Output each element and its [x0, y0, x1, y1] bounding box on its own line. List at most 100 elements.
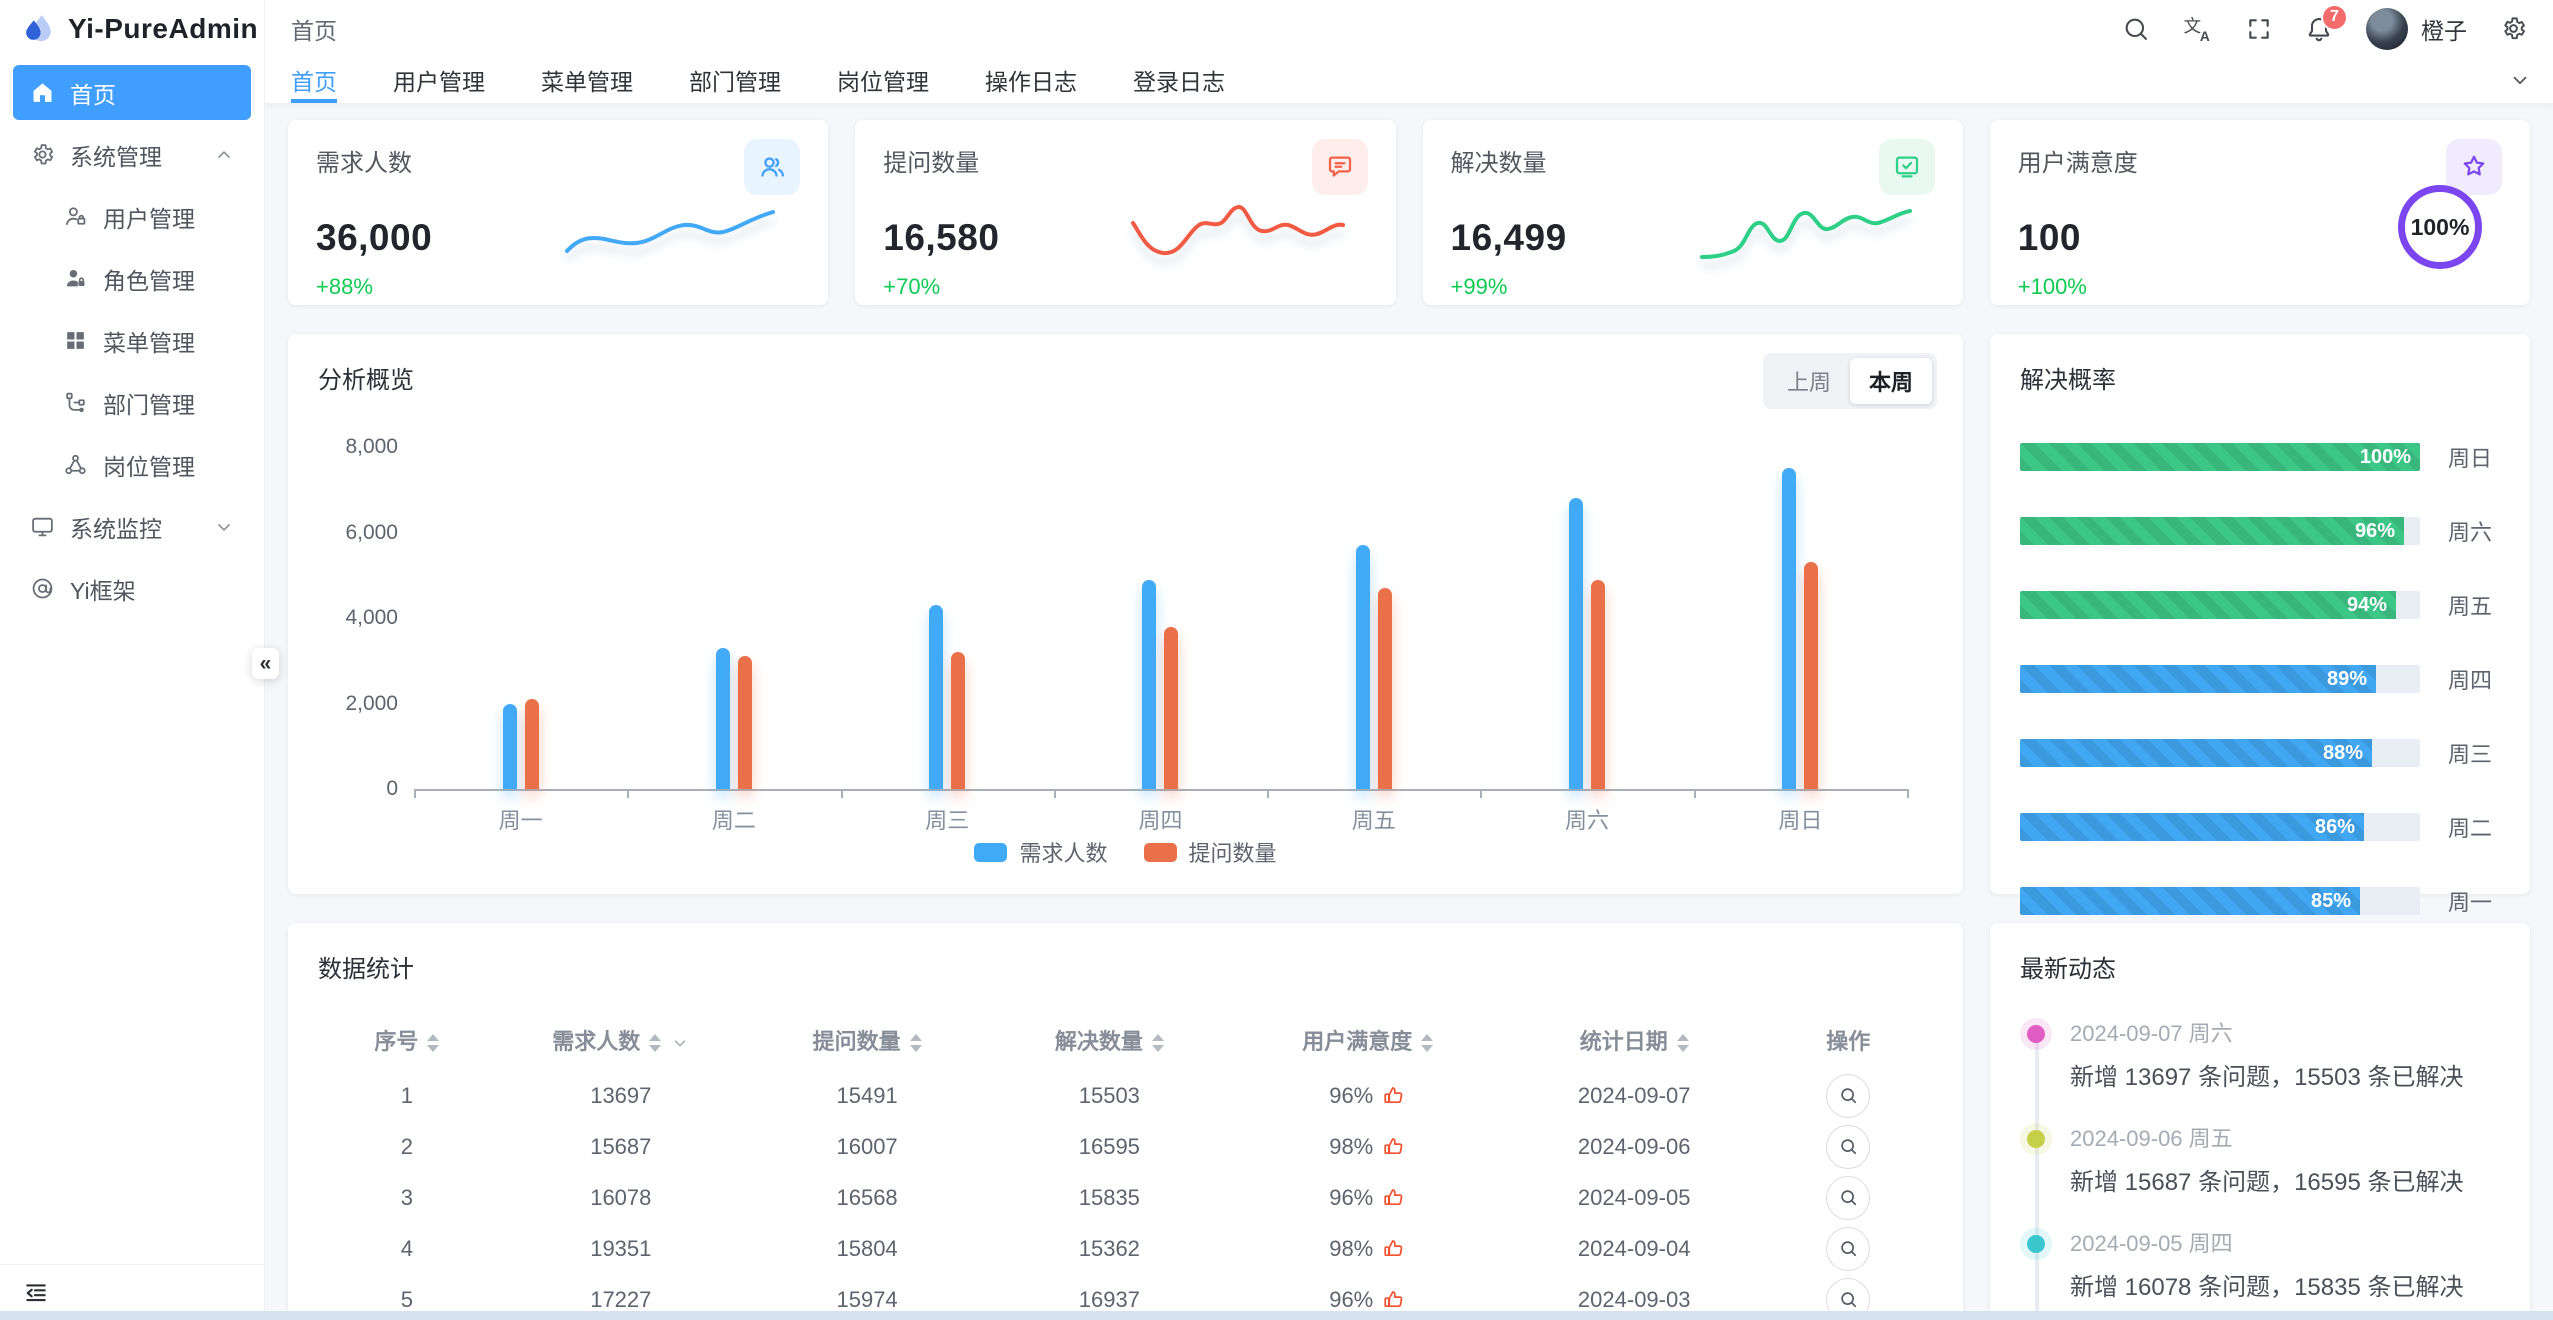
- filter-chevron-down-icon[interactable]: [671, 1034, 689, 1052]
- sidebar-item-framework[interactable]: Yi框架: [13, 561, 251, 616]
- data-table-card: 数据统计 序号 需求人数 提问数量 解决数量 用户满意度 统计日期 操作: [288, 923, 1963, 1320]
- star-icon: [2446, 139, 2502, 195]
- tab-菜单管理[interactable]: 菜单管理: [541, 69, 633, 95]
- table-cell: 5: [400, 1286, 413, 1312]
- action-cell: [1763, 1172, 1933, 1223]
- bar-plot: 8,000 6,000 4,000 2,000 0: [345, 435, 1909, 800]
- col-require[interactable]: 需求人数: [496, 1008, 746, 1070]
- table-row: 3 16078 16568 15835 96% 2024-09-05: [318, 1172, 1933, 1223]
- legend-item-需求人数[interactable]: 需求人数: [974, 836, 1108, 868]
- sidebar-group-system[interactable]: 系统管理: [13, 127, 251, 182]
- table-cell: 15503: [1078, 1082, 1140, 1108]
- tab-部门管理[interactable]: 部门管理: [689, 69, 781, 95]
- progress-fill: 88%: [2020, 739, 2372, 767]
- x-axis-tick: [840, 789, 843, 798]
- table-cell: 15804: [836, 1235, 898, 1261]
- sidebar-group-label: 系统管理: [70, 143, 162, 170]
- satisfaction-cell: 98%: [1230, 1223, 1505, 1274]
- table-cell: 15491: [836, 1082, 898, 1108]
- progress-day-label: 周一: [2448, 890, 2493, 915]
- sort-icon[interactable]: [1421, 1034, 1434, 1053]
- legend-item-提问数量[interactable]: 提问数量: [1143, 836, 1277, 868]
- bell-icon[interactable]: 7: [2305, 3, 2348, 43]
- bar-group-周一: [414, 447, 627, 789]
- col-satisfaction[interactable]: 用户满意度: [1230, 1008, 1505, 1070]
- y-axis-tick-label: 4,000: [345, 606, 398, 629]
- tab-首页[interactable]: 首页: [291, 57, 337, 103]
- satisfaction-cell: 96%: [1230, 1274, 1505, 1320]
- collapse-sidebar-icon[interactable]: [23, 1280, 49, 1306]
- tabs-chevron-down-icon[interactable]: [2487, 57, 2553, 103]
- sidebar-collapse-handle[interactable]: «: [252, 648, 279, 679]
- sort-icon[interactable]: [909, 1034, 922, 1053]
- tab-岗位管理[interactable]: 岗位管理: [837, 69, 929, 95]
- fullscreen-icon[interactable]: [2246, 16, 2272, 42]
- sort-icon[interactable]: [427, 1034, 440, 1053]
- progress-fill: 89%: [2020, 665, 2376, 693]
- stat-value: 100: [2017, 217, 2081, 258]
- progress-day-label: 周六: [2448, 520, 2493, 545]
- solve-row-周二: 86% 周二: [2020, 811, 2500, 843]
- stat-delta: +88%: [316, 274, 373, 299]
- view-detail-button[interactable]: [1826, 1226, 1871, 1271]
- bar-需求人数-周三: [929, 605, 944, 789]
- chart-legend: 需求人数 提问数量: [288, 836, 1963, 868]
- y-axis-tick-label: 8,000: [345, 435, 398, 458]
- satisfaction-cell: 96%: [1230, 1070, 1505, 1121]
- chevron-up-icon: [214, 145, 234, 165]
- col-question[interactable]: 提问数量: [746, 1008, 988, 1070]
- progress-fill: 96%: [2020, 517, 2404, 545]
- col-index[interactable]: 序号: [318, 1008, 496, 1070]
- sparkline-blue: [565, 210, 776, 253]
- sort-icon[interactable]: [1676, 1034, 1689, 1053]
- bar-需求人数-周五: [1355, 545, 1370, 789]
- sidebar-group-monitor[interactable]: 系统监控: [13, 499, 251, 554]
- horizontal-scrollbar[interactable]: [0, 1311, 2553, 1320]
- stat-value: 36,000: [316, 217, 433, 258]
- bar-提问数量-周六: [1591, 579, 1606, 789]
- table-cell: 16937: [1078, 1286, 1140, 1312]
- tab-操作日志[interactable]: 操作日志: [985, 69, 1077, 95]
- settings-gear-icon[interactable]: [2500, 15, 2527, 42]
- timeline-dot: [2027, 1235, 2045, 1253]
- satisfaction-value: 96%: [1329, 1185, 1406, 1211]
- timeline-dot: [2027, 1130, 2045, 1148]
- sidebar-item-home[interactable]: 首页: [13, 65, 251, 120]
- sort-icon[interactable]: [649, 1034, 662, 1053]
- table-cell: 15687: [590, 1133, 652, 1159]
- view-detail-button[interactable]: [1826, 1175, 1871, 1220]
- satisfaction-value: 96%: [1329, 1083, 1406, 1109]
- action-cell: [1763, 1070, 1933, 1121]
- toggle-last-week[interactable]: 上周: [1786, 370, 1831, 395]
- sidebar-item-menu-mgmt[interactable]: 菜单管理: [13, 313, 251, 368]
- thumbs-up-icon: [1382, 1288, 1406, 1312]
- date-cell: 2024-09-04: [1577, 1235, 1691, 1261]
- user-menu[interactable]: 橙子: [2366, 7, 2467, 50]
- solve-row-周三: 88% 周三: [2020, 737, 2500, 769]
- sidebar-item-label: 菜单管理: [103, 329, 195, 356]
- tab-用户管理[interactable]: 用户管理: [393, 69, 485, 95]
- tab-登录日志[interactable]: 登录日志: [1133, 69, 1225, 95]
- bar-提问数量-周日: [1804, 562, 1819, 789]
- sidebar-item-post-mgmt[interactable]: 岗位管理: [13, 437, 251, 492]
- svg-text:文: 文: [2184, 16, 2202, 36]
- progress-day-label: 周日: [2448, 446, 2493, 471]
- col-date[interactable]: 统计日期: [1505, 1008, 1763, 1070]
- satisfaction-cell: 98%: [1230, 1121, 1505, 1172]
- toggle-this-week[interactable]: 本周: [1849, 358, 1932, 404]
- view-detail-button[interactable]: [1826, 1073, 1871, 1118]
- x-axis-tick: [414, 789, 416, 798]
- table-cell: 17227: [590, 1286, 652, 1312]
- sidebar-item-user-mgmt[interactable]: 用户管理: [13, 189, 251, 244]
- solve-row-周一: 85% 周一: [2020, 885, 2500, 917]
- solve-rate-title: 解决概率: [2020, 367, 2116, 394]
- view-detail-button[interactable]: [1826, 1124, 1871, 1169]
- col-solve[interactable]: 解决数量: [988, 1008, 1230, 1070]
- sidebar-item-dept-mgmt[interactable]: 部门管理: [13, 375, 251, 430]
- solve-rate-rows: 100% 周日 96% 周六 94% 周五 89% 周四 88% 周三 86% 周二 85% 周一: [2020, 441, 2500, 917]
- sort-icon[interactable]: [1151, 1034, 1164, 1053]
- search-icon[interactable]: [2122, 15, 2150, 43]
- sidebar-item-role-mgmt[interactable]: 角色管理: [13, 251, 251, 306]
